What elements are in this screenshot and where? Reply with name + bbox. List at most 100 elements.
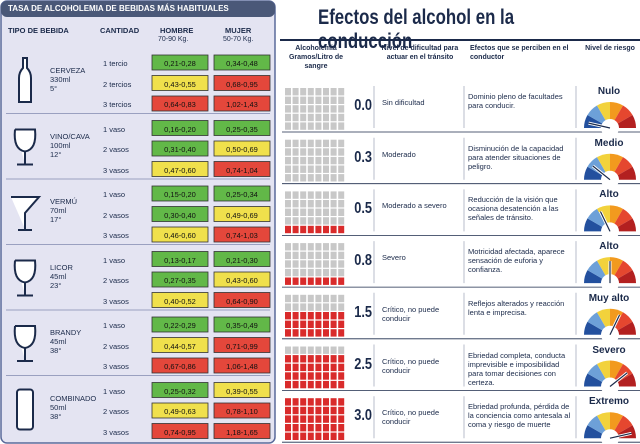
difficulty: Crítico, no puede conducir bbox=[382, 304, 440, 323]
empty-square bbox=[330, 88, 337, 96]
alcohol-level-square bbox=[315, 363, 322, 372]
empty-square bbox=[300, 251, 307, 260]
rate-cell bbox=[213, 95, 271, 112]
rate-value: 0,27-0,35 bbox=[164, 276, 196, 285]
empty-square bbox=[285, 174, 291, 182]
empty-square bbox=[338, 294, 345, 303]
empty-square bbox=[330, 174, 337, 182]
drink-name: BRANDY bbox=[50, 328, 82, 337]
alcohol-level-square bbox=[338, 277, 345, 285]
empty-square bbox=[285, 105, 291, 113]
rate-cell bbox=[151, 185, 209, 202]
empty-square bbox=[330, 122, 337, 130]
rate-cell bbox=[213, 185, 271, 202]
alcohol-level-square bbox=[338, 225, 345, 234]
empty-square bbox=[307, 174, 314, 182]
alcohol-level-square bbox=[338, 372, 345, 380]
amount: 3 tercios bbox=[103, 100, 132, 109]
rate-value: 1,06-1,48 bbox=[226, 362, 258, 371]
empty-square bbox=[323, 217, 329, 225]
alcohol-level-square bbox=[292, 329, 299, 337]
alcohol-level-square bbox=[338, 329, 345, 337]
empty-square bbox=[307, 243, 314, 251]
alcohol-level-square bbox=[300, 277, 307, 285]
alcohol-level-square bbox=[330, 415, 337, 423]
alcohol-level-square bbox=[285, 380, 291, 389]
alcohol-level-square bbox=[307, 372, 314, 380]
empty-square bbox=[300, 200, 307, 208]
empty-square bbox=[292, 148, 299, 156]
alcohol-level-square bbox=[300, 415, 307, 423]
empty-square bbox=[315, 268, 322, 277]
empty-square bbox=[338, 156, 345, 165]
gauge-needle bbox=[609, 372, 628, 387]
empty-square bbox=[323, 113, 329, 122]
empty-square bbox=[330, 113, 337, 122]
alcohol-level-square bbox=[338, 355, 345, 363]
empty-square bbox=[285, 148, 291, 156]
alcohol-level-square bbox=[285, 406, 291, 415]
empty-square bbox=[285, 268, 291, 277]
rate-value: 0,13-0,17 bbox=[164, 255, 196, 265]
alcohol-level-square bbox=[292, 424, 299, 432]
difficulty: Sin dificultad bbox=[382, 98, 425, 107]
empty-square bbox=[300, 96, 307, 104]
alcohol-level-square bbox=[300, 432, 307, 440]
rate-value: 0,47-0,60 bbox=[164, 165, 196, 175]
empty-square bbox=[307, 260, 314, 268]
rate-cell bbox=[151, 95, 209, 112]
empty-square bbox=[315, 346, 322, 354]
alcohol-level-square bbox=[315, 406, 322, 415]
empty-square bbox=[292, 303, 299, 311]
empty-square bbox=[338, 268, 345, 277]
empty-square bbox=[338, 105, 345, 113]
alcohol-level-square bbox=[307, 406, 314, 415]
rate-cell bbox=[213, 316, 271, 333]
empty-square bbox=[323, 156, 329, 165]
alcohol-level-square bbox=[330, 312, 337, 320]
alcohol-level-square bbox=[315, 329, 322, 337]
empty-square bbox=[323, 165, 329, 173]
amount: 3 vasos bbox=[103, 427, 129, 437]
risk-level: Extremo bbox=[588, 396, 629, 408]
empty-square bbox=[330, 346, 337, 354]
empty-square bbox=[300, 139, 307, 148]
empty-square bbox=[315, 105, 322, 113]
empty-square bbox=[300, 268, 307, 277]
alcohol-level-square bbox=[285, 225, 291, 234]
rate-value: 0,30-0,40 bbox=[164, 210, 196, 220]
gauge-needle bbox=[592, 165, 611, 181]
alcohol-level-square bbox=[292, 277, 299, 285]
empty-square bbox=[307, 96, 314, 104]
column-header: TIPO DE BEBIDA bbox=[8, 26, 69, 35]
alcohol-level-square bbox=[315, 277, 322, 285]
drink-degrees: 17° bbox=[50, 215, 62, 224]
rate-cell bbox=[151, 271, 209, 288]
empty-square bbox=[338, 260, 345, 268]
rate-value: 0,43-0,55 bbox=[164, 79, 196, 89]
rate-value: 0,21-0,28 bbox=[164, 59, 196, 68]
rate-value: 0,74-1,03 bbox=[226, 231, 258, 240]
empty-square bbox=[315, 294, 322, 303]
alcohol-level-square bbox=[338, 424, 345, 432]
alcohol-level-square bbox=[292, 225, 299, 234]
alcohol-level-square bbox=[300, 329, 307, 337]
rate-cell bbox=[151, 206, 209, 222]
rate-cell bbox=[213, 292, 271, 308]
rate-value: 0,74-0,95 bbox=[164, 427, 196, 437]
alcohol-level-square bbox=[330, 380, 337, 389]
alcohol-level-square bbox=[338, 415, 345, 423]
amount: 2 vasos bbox=[103, 341, 129, 351]
empty-square bbox=[338, 174, 345, 182]
rate-value: 0,21-0,30 bbox=[226, 255, 258, 265]
alcohol-level-square bbox=[323, 329, 329, 337]
empty-square bbox=[315, 148, 322, 156]
rate-value: 0,40-0,52 bbox=[164, 296, 196, 306]
empty-square bbox=[292, 251, 299, 260]
empty-square bbox=[307, 113, 314, 122]
rate-cell bbox=[151, 316, 209, 333]
empty-square bbox=[292, 191, 299, 199]
amount: 3 vasos bbox=[103, 231, 129, 240]
difficulty: Moderado bbox=[382, 149, 416, 159]
alcohol-level-square bbox=[300, 363, 307, 372]
